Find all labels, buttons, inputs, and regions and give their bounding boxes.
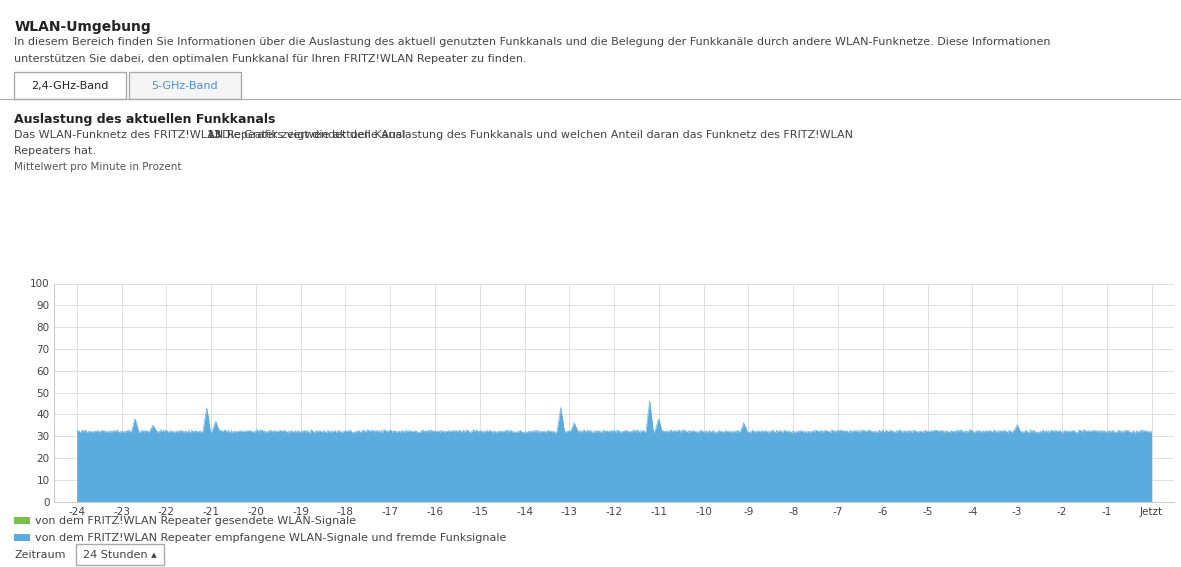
FancyBboxPatch shape [14, 534, 30, 541]
Text: von dem FRITZ!WLAN Repeater empfangene WLAN-Signale und fremde Funksignale: von dem FRITZ!WLAN Repeater empfangene W… [35, 532, 507, 543]
Text: 24 Stunden ▴: 24 Stunden ▴ [83, 549, 157, 560]
Text: Mittelwert pro Minute in Prozent: Mittelwert pro Minute in Prozent [14, 162, 182, 172]
Text: Das WLAN-Funknetz des FRITZ!WLAN Repeaters verwendet den Kanal: Das WLAN-Funknetz des FRITZ!WLAN Repeate… [14, 130, 409, 141]
Text: von dem FRITZ!WLAN Repeater gesendete WLAN-Signale: von dem FRITZ!WLAN Repeater gesendete WL… [35, 515, 357, 526]
FancyBboxPatch shape [129, 72, 241, 99]
FancyBboxPatch shape [14, 517, 30, 524]
Text: 13: 13 [207, 130, 222, 141]
Text: WLAN-Umgebung: WLAN-Umgebung [14, 20, 151, 34]
Text: Repeaters hat.: Repeaters hat. [14, 146, 96, 156]
FancyBboxPatch shape [14, 72, 126, 99]
Text: 5-GHz-Band: 5-GHz-Band [151, 81, 218, 91]
FancyBboxPatch shape [76, 544, 164, 565]
Text: . Die Grafik zeigt die aktuelle Auslastung des Funkkanals und welchen Anteil dar: . Die Grafik zeigt die aktuelle Auslastu… [215, 130, 853, 141]
Text: In diesem Bereich finden Sie Informationen über die Auslastung des aktuell genut: In diesem Bereich finden Sie Information… [14, 37, 1051, 47]
Text: unterstützen Sie dabei, den optimalen Funkkanal für Ihren FRITZ!WLAN Repeater zu: unterstützen Sie dabei, den optimalen Fu… [14, 54, 527, 64]
Text: Zeitraum: Zeitraum [14, 549, 66, 560]
Text: Auslastung des aktuellen Funkkanals: Auslastung des aktuellen Funkkanals [14, 113, 275, 126]
Text: 2,4-GHz-Band: 2,4-GHz-Band [32, 81, 109, 91]
